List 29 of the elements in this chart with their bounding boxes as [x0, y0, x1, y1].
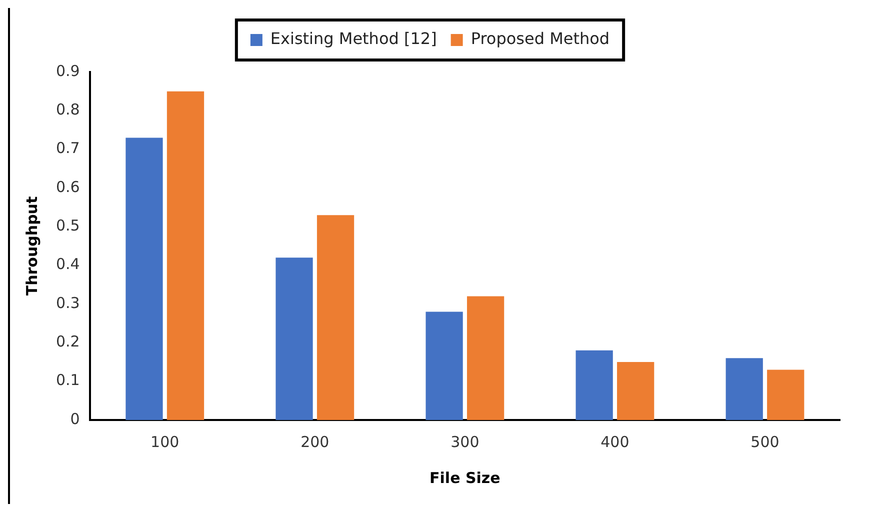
- y-tick-label: 0.2: [56, 332, 80, 351]
- y-tick-label: 0.6: [56, 178, 80, 196]
- bar: [576, 350, 613, 420]
- x-axis-title: File Size: [430, 468, 500, 487]
- bar: [166, 91, 204, 420]
- y-tick-label: 0.9: [56, 62, 80, 80]
- y-tick-label: 0.1: [56, 371, 80, 390]
- y-axis-title: Throughput: [22, 196, 41, 296]
- y-tick-label: 0.7: [56, 139, 80, 158]
- bar: [466, 296, 504, 420]
- x-tick-label: 100: [150, 432, 180, 451]
- y-tick-label: 0.4: [56, 255, 80, 274]
- bar: [316, 215, 354, 420]
- x-tick-label: 500: [750, 432, 780, 451]
- y-tick-label: 0: [70, 410, 80, 428]
- legend-label: Proposed Method: [470, 29, 610, 48]
- y-tick-label: 0.8: [56, 100, 80, 119]
- bar: [726, 358, 763, 420]
- bar: [617, 362, 654, 420]
- y-tick-label: 0.5: [56, 216, 80, 235]
- bar: [276, 258, 313, 420]
- legend-label: Existing Method [12]: [270, 29, 437, 48]
- bar: [426, 312, 463, 420]
- y-tick-label: 0.3: [56, 294, 80, 312]
- x-tick-label: 400: [600, 432, 630, 451]
- x-tick-label: 300: [450, 432, 480, 451]
- bar: [126, 138, 163, 420]
- bar: [767, 370, 804, 420]
- x-tick-label: 200: [300, 432, 330, 451]
